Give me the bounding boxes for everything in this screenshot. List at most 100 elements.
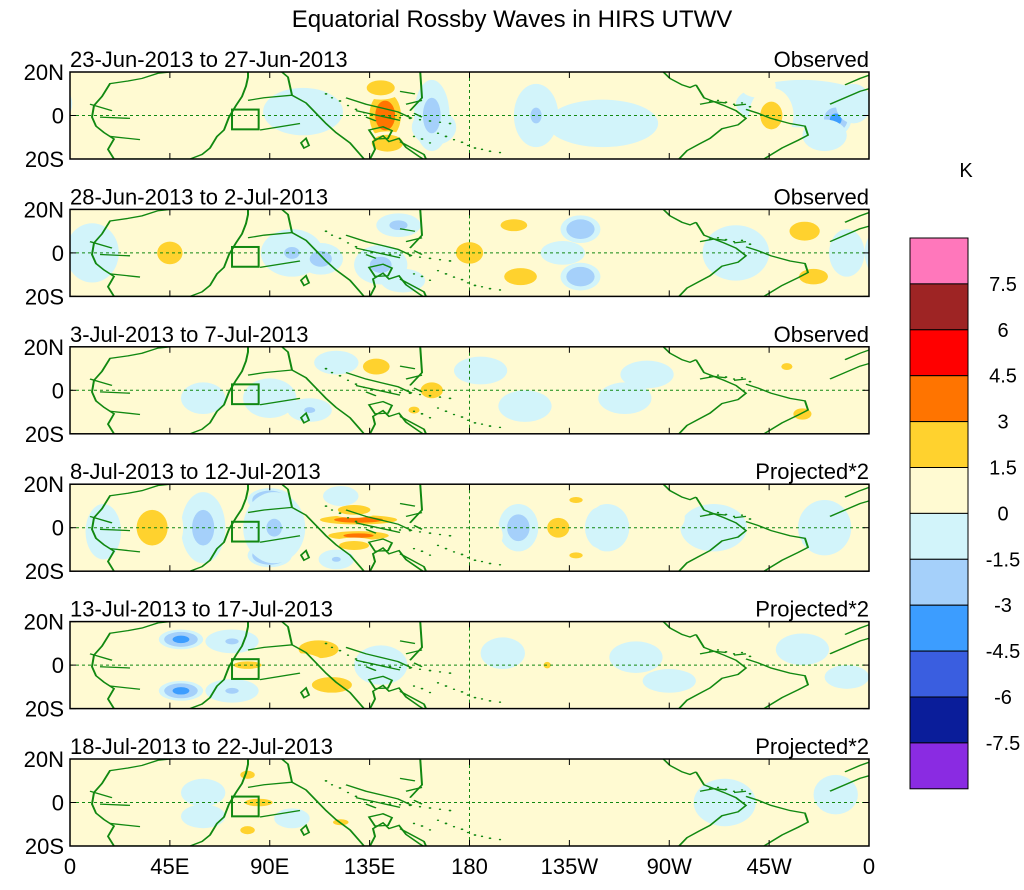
colorbar-label: -4.5 (986, 641, 1020, 663)
colorbar-label: -6 (994, 687, 1012, 709)
anomaly-contour (298, 640, 339, 659)
anomaly-contour (799, 268, 828, 285)
anomaly-contour (789, 221, 820, 241)
anomaly-contour (631, 500, 685, 536)
anomaly-contour (371, 134, 404, 152)
anomaly-contour (225, 687, 239, 694)
chart-title: Equatorial Rossby Waves in HIRS UTWV (292, 6, 733, 33)
panel-label: Projected*2 (755, 734, 869, 759)
anomaly-contour (240, 826, 255, 835)
anomaly-contour (157, 241, 183, 265)
y-tick-label: 0 (52, 516, 64, 541)
anomaly-contour (362, 358, 390, 375)
x-tick-label: 45W (747, 854, 792, 879)
anomaly-contour (304, 407, 316, 414)
colorbar-labels: 7.5 6 4.5 3 1.5 0 -1.5 -3 -4.5 -6 -7.5 (986, 274, 1020, 755)
anomaly-contour (85, 503, 122, 560)
colorbar-swatch (909, 742, 969, 790)
colorbar: K 7.5 6 4.5 3 1.5 0 -1.5 -3 -4.5 -6 -7.5 (909, 160, 1020, 790)
box-region (231, 658, 260, 680)
anomaly-contour (125, 362, 170, 403)
anomaly-contour (566, 219, 595, 239)
y-tick-label: 20N (24, 747, 64, 772)
anomaly-contour (584, 503, 630, 552)
anomaly-contour (835, 83, 869, 124)
anomaly-contour (642, 669, 696, 693)
panel-date-range: 28-Jun-2013 to 2-Jul-2013 (70, 184, 328, 209)
box-region (231, 108, 260, 131)
y-tick-label: 20S (25, 422, 64, 447)
anomaly-contour (311, 677, 352, 693)
anomaly-contour (760, 101, 783, 130)
colorbar-label: 7.5 (989, 274, 1017, 296)
colorbar-swatch (909, 329, 969, 377)
colorbar-swatch (909, 467, 969, 514)
x-tick-label: 90E (250, 854, 289, 879)
anomaly-contour (323, 486, 359, 506)
map-panel: 20N 0 20S 23-Jun-2013 to 27-Jun-2013 Observe… (24, 47, 870, 172)
y-tick-label: 0 (52, 104, 64, 129)
anomaly-contour (314, 350, 359, 375)
map-panel: 20N 0 20S 13-Jul-2013 to 17-Jul-2013 Project… (24, 597, 870, 722)
anomaly-contour (334, 516, 383, 523)
anomaly-contour (240, 770, 255, 779)
x-tick-label: 0 (863, 854, 875, 879)
panel-date-range: 23-Jun-2013 to 27-Jun-2013 (70, 47, 348, 72)
anomaly-contour (547, 99, 659, 148)
anomaly-contour (662, 83, 699, 116)
anomaly-contour (305, 774, 368, 799)
y-tick-label: 0 (52, 653, 64, 678)
anomaly-contour (180, 778, 226, 807)
map-panel: 20N 0 20S 28-Jun-2013 to 2-Jul-2013 Observed (24, 184, 870, 309)
colorbar-label: 4.5 (989, 366, 1017, 388)
anomaly-contour (500, 219, 528, 232)
anomaly-contour (309, 250, 332, 267)
anomaly-contour (758, 531, 803, 556)
anomaly-contour (504, 268, 537, 286)
map-plot-area (70, 621, 869, 709)
anomaly-contour (507, 514, 530, 542)
y-tick-label: 20S (25, 284, 64, 309)
panel-label: Observed (774, 47, 869, 72)
colorbar-units: K (959, 160, 973, 182)
colorbar-swatch (909, 696, 969, 744)
y-tick-label: 20S (25, 697, 64, 722)
y-tick-label: 20S (25, 559, 64, 584)
x-tick-label: 135W (541, 854, 599, 879)
panel-date-range: 18-Jul-2013 to 22-Jul-2013 (70, 734, 333, 759)
panel-date-range: 13-Jul-2013 to 17-Jul-2013 (70, 597, 333, 622)
anomaly-contour (243, 378, 297, 418)
anomaly-contour (180, 804, 226, 829)
y-tick-label: 0 (52, 378, 64, 403)
anomaly-contour (92, 633, 137, 658)
map-plot-area (70, 759, 869, 846)
anomaly-contour (620, 360, 674, 389)
colorbar-swatch (909, 650, 969, 698)
map-plot-area (70, 209, 869, 297)
anomaly-contour (775, 633, 830, 666)
colorbar-swatch (909, 604, 969, 652)
anomaly-contour (263, 87, 343, 136)
anomaly-contour (172, 687, 190, 695)
anomaly-contour (498, 390, 552, 422)
map-panel: 20N 0 20S 3-Jul-2013 to 7-Jul-2013 Observed (24, 322, 870, 447)
anomaly-contour (366, 80, 395, 96)
y-tick-label: 20N (24, 60, 64, 85)
box-region (231, 795, 260, 818)
anomaly-contour (172, 635, 190, 644)
panel-label: Projected*2 (755, 459, 869, 484)
colorbar-label: 3 (997, 412, 1008, 434)
anomaly-contour (408, 406, 420, 414)
colorbar-label: -7.5 (986, 733, 1020, 755)
map-plot-area (70, 72, 869, 159)
y-tick-label: 20S (25, 834, 64, 859)
colorbar-swatch (909, 283, 969, 331)
anomaly-contour (331, 556, 341, 562)
anomaly-contour (569, 770, 614, 803)
y-tick-label: 20S (25, 147, 64, 172)
anomaly-contour (233, 661, 262, 669)
box-region (231, 383, 260, 406)
y-tick-label: 20N (24, 197, 64, 222)
panels: 20N 0 20S 23-Jun-2013 to 27-Jun-2013 Observe… (24, 47, 870, 859)
anomaly-contour (458, 517, 503, 554)
